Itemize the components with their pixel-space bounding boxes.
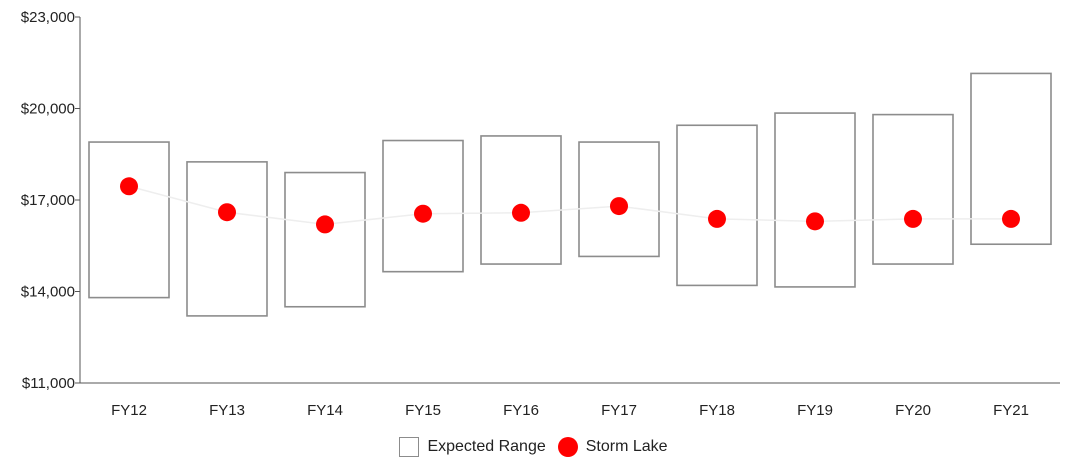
y-tick-label: $23,000 <box>21 9 75 26</box>
x-tick-label: FY21 <box>993 402 1029 419</box>
x-tick-label: FY16 <box>503 402 539 419</box>
storm-lake-point <box>120 177 138 196</box>
legend-item-storm-lake: Storm Lake <box>557 437 668 457</box>
expected-range-box <box>774 112 856 288</box>
y-tick-label: $11,000 <box>22 375 75 392</box>
expected-range-box <box>284 171 366 308</box>
y-axis: $11,000 $14,000 $17,000 $20,000 $23,000 <box>21 9 81 392</box>
storm-lake-point <box>806 212 824 231</box>
y-tick-label: $17,000 <box>21 192 75 209</box>
storm-lake-point <box>708 209 726 228</box>
legend-point-dot-icon <box>557 437 578 457</box>
x-tick-label: FY17 <box>601 402 637 419</box>
chart-canvas: $11,000 $14,000 $17,000 $20,000 $23,000 FY12… <box>21 9 1060 419</box>
legend-range-swatch-icon <box>399 437 420 457</box>
expected-range-boxes <box>88 72 1052 317</box>
x-tick-label: FY15 <box>405 402 441 419</box>
storm-lake-point <box>512 203 530 222</box>
x-axis: FY12 FY13 FY14 FY15 FY16 FY17 FY18 FY19 FY20 FY21 <box>80 382 1060 419</box>
storm-lake-point <box>904 209 922 228</box>
expected-range-box <box>480 135 562 265</box>
storm-lake-line <box>128 185 1011 226</box>
y-tick-label: $20,000 <box>21 101 75 118</box>
legend-item-expected-range: Expected Range <box>399 437 546 457</box>
chart-legend: Expected Range Storm Lake <box>0 434 1073 460</box>
x-tick-label: FY14 <box>307 402 343 419</box>
expected-range-box <box>872 113 954 265</box>
y-tick-label: $14,000 <box>21 284 75 301</box>
x-tick-label: FY19 <box>797 402 833 419</box>
x-tick-label: FY12 <box>111 402 147 419</box>
expected-range-box <box>186 161 268 317</box>
storm-lake-points <box>120 177 1020 234</box>
storm-lake-point <box>414 204 432 223</box>
expected-range-box <box>88 141 170 299</box>
storm-lake-point <box>1002 209 1020 228</box>
storm-lake-point <box>610 197 628 216</box>
x-tick-label: FY20 <box>895 402 931 419</box>
legend-label-storm-lake: Storm Lake <box>585 438 668 455</box>
expected-range-box <box>676 124 758 287</box>
storm-lake-point <box>218 203 236 222</box>
legend-label-expected-range: Expected Range <box>427 438 546 455</box>
storm-lake-point <box>316 215 334 234</box>
x-tick-label: FY13 <box>209 402 245 419</box>
x-tick-label: FY18 <box>699 402 735 419</box>
